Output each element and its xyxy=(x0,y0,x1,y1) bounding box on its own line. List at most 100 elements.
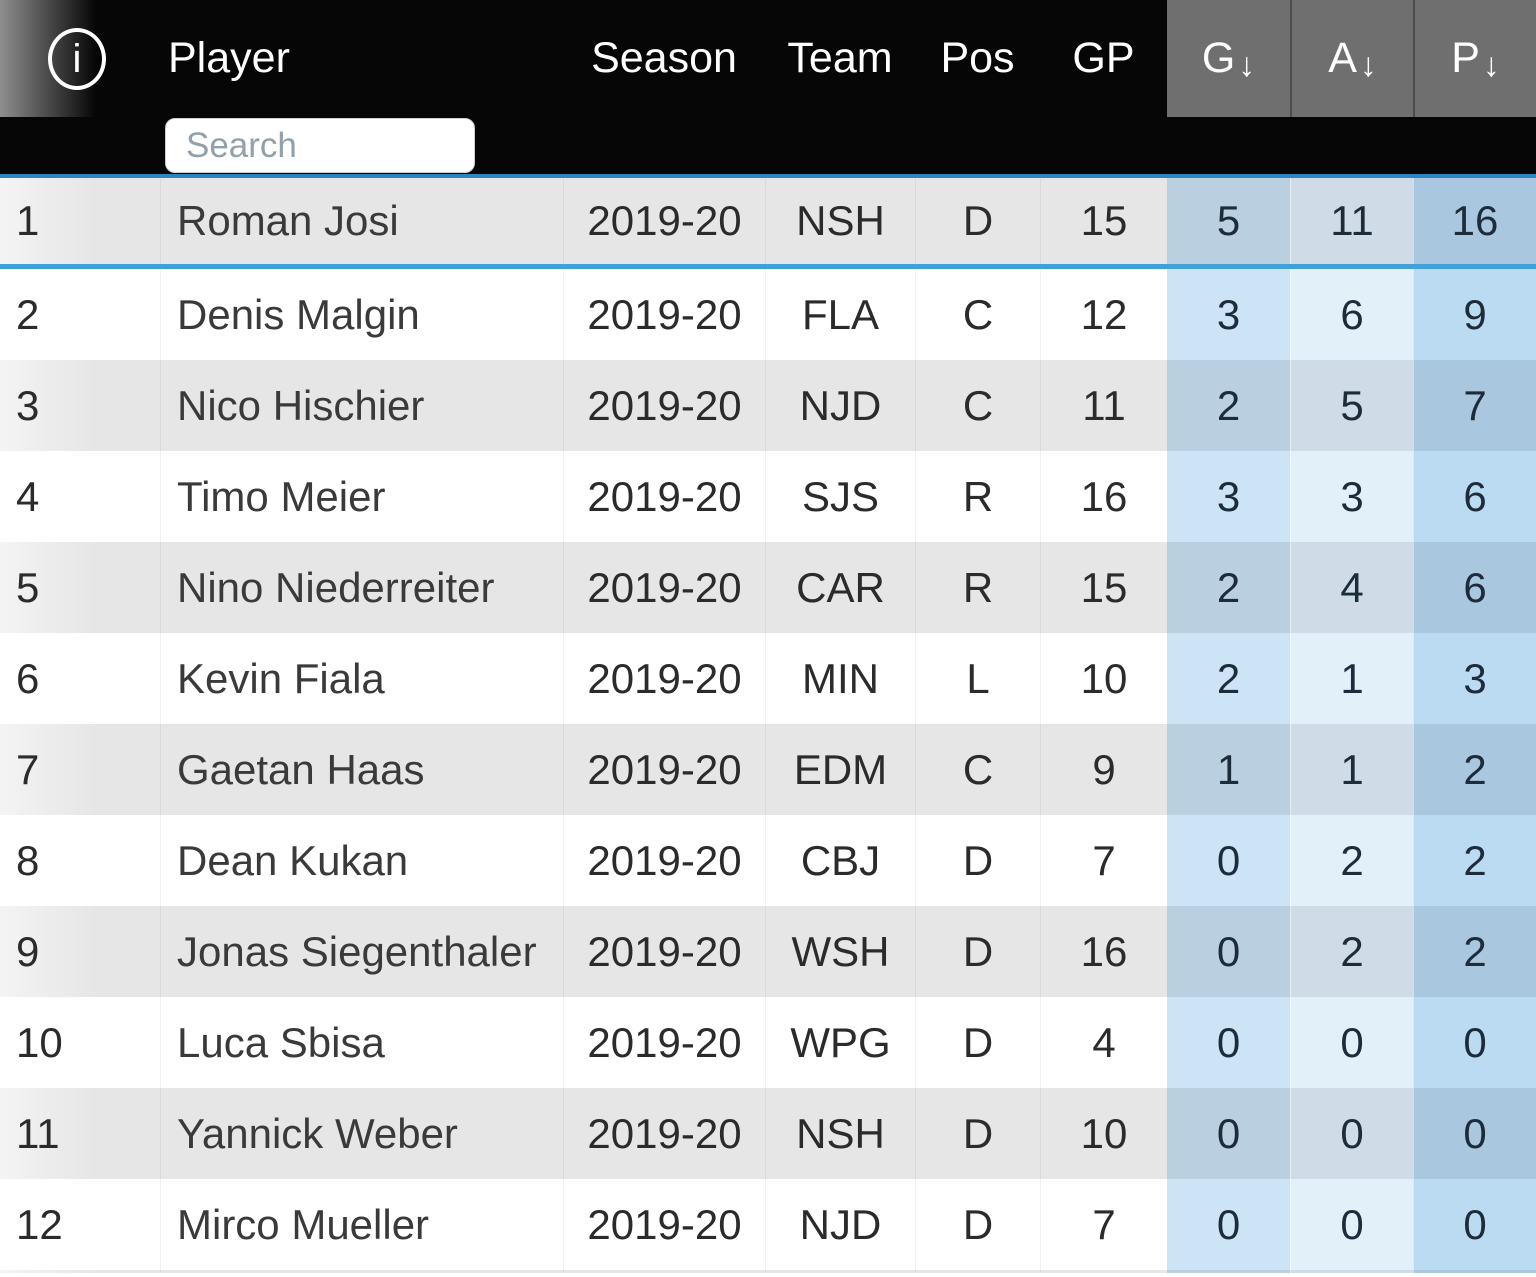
column-header-pos[interactable]: Pos xyxy=(940,34,1015,82)
season-cell: 2019-20 xyxy=(563,451,765,542)
goals-cell: 2 xyxy=(1167,542,1290,633)
goals-cell: 3 xyxy=(1167,451,1290,542)
goals-cell: 5 xyxy=(1167,178,1290,264)
assists-cell: 0 xyxy=(1290,1179,1413,1270)
pos-cell: D xyxy=(915,815,1040,906)
rank-cell: 5 xyxy=(0,542,160,633)
pos-cell: D xyxy=(915,178,1040,264)
sort-desc-icon: ↓ xyxy=(1482,47,1500,84)
team-cell: CAR xyxy=(765,542,915,633)
season-cell: 2019-20 xyxy=(563,178,765,264)
column-header-player[interactable]: Player xyxy=(168,34,290,82)
table-body: 1 Roman Josi 2019-20 NSH D 15 5 11 16 2 … xyxy=(0,178,1536,1273)
points-cell: 2 xyxy=(1413,815,1536,906)
goals-cell: 1 xyxy=(1167,724,1290,815)
column-header-goals[interactable]: G↓ xyxy=(1167,0,1290,117)
pos-cell: D xyxy=(915,997,1040,1088)
column-header-gp[interactable]: GP xyxy=(1072,34,1135,82)
points-cell: 7 xyxy=(1413,360,1536,451)
assists-cell: 2 xyxy=(1290,815,1413,906)
goals-cell: 0 xyxy=(1167,1088,1290,1179)
assists-cell: 4 xyxy=(1290,542,1413,633)
table-row[interactable]: 12 Mirco Mueller 2019-20 NJD D 7 0 0 0 xyxy=(0,1179,1536,1270)
player-cell: Gaetan Haas xyxy=(160,724,563,815)
info-button[interactable]: i xyxy=(48,28,106,90)
pos-cell: C xyxy=(915,360,1040,451)
assists-cell: 0 xyxy=(1290,1088,1413,1179)
table-row[interactable]: 9 Jonas Siegenthaler 2019-20 WSH D 16 0 … xyxy=(0,906,1536,997)
team-cell: CBJ xyxy=(765,815,915,906)
column-header-season[interactable]: Season xyxy=(591,34,737,82)
season-cell: 2019-20 xyxy=(563,542,765,633)
header-row: Player Season Team Pos GP G↓ A↓ P↓ xyxy=(0,0,1536,117)
player-cell: Mirco Mueller xyxy=(160,1179,563,1270)
table-row[interactable]: 4 Timo Meier 2019-20 SJS R 16 3 3 6 xyxy=(0,451,1536,542)
column-header-goals-label: G xyxy=(1201,34,1236,82)
pos-cell: L xyxy=(915,633,1040,724)
goals-cell: 0 xyxy=(1167,1179,1290,1270)
pos-cell: D xyxy=(915,1179,1040,1270)
team-cell: NSH xyxy=(765,178,915,264)
info-icon: i xyxy=(72,37,82,81)
goals-cell: 2 xyxy=(1167,360,1290,451)
assists-cell: 5 xyxy=(1290,360,1413,451)
table-cell xyxy=(1167,1270,1290,1273)
gp-cell: 9 xyxy=(1040,724,1167,815)
table-row[interactable]: 3 Nico Hischier 2019-20 NJD C 11 2 5 7 xyxy=(0,360,1536,451)
table-row[interactable]: 8 Dean Kukan 2019-20 CBJ D 7 0 2 2 xyxy=(0,815,1536,906)
rank-cell: 3 xyxy=(0,360,160,451)
assists-cell: 6 xyxy=(1290,269,1413,360)
column-header-team[interactable]: Team xyxy=(787,34,893,82)
goals-cell: 3 xyxy=(1167,269,1290,360)
column-header-points[interactable]: P↓ xyxy=(1413,0,1536,117)
player-search-input[interactable] xyxy=(165,118,475,173)
table-cell xyxy=(1290,1270,1413,1273)
pos-cell: R xyxy=(915,451,1040,542)
player-cell: Nino Niederreiter xyxy=(160,542,563,633)
gp-cell: 7 xyxy=(1040,815,1167,906)
pos-cell: D xyxy=(915,906,1040,997)
gp-cell: 10 xyxy=(1040,633,1167,724)
gp-cell: 10 xyxy=(1040,1088,1167,1179)
rank-cell: 2 xyxy=(0,269,160,360)
column-header-assists[interactable]: A↓ xyxy=(1290,0,1413,117)
player-cell: Timo Meier xyxy=(160,451,563,542)
goals-cell: 0 xyxy=(1167,906,1290,997)
table-cell xyxy=(1040,1270,1167,1273)
gp-cell: 11 xyxy=(1040,360,1167,451)
player-cell: Kevin Fiala xyxy=(160,633,563,724)
team-cell: NSH xyxy=(765,1088,915,1179)
table-row[interactable]: 1 Roman Josi 2019-20 NSH D 15 5 11 16 xyxy=(0,178,1536,269)
pos-cell: R xyxy=(915,542,1040,633)
table-row[interactable]: 6 Kevin Fiala 2019-20 MIN L 10 2 1 3 xyxy=(0,633,1536,724)
season-cell: 2019-20 xyxy=(563,360,765,451)
pos-cell: C xyxy=(915,269,1040,360)
points-cell: 2 xyxy=(1413,906,1536,997)
team-cell: SJS xyxy=(765,451,915,542)
rank-cell: 4 xyxy=(0,451,160,542)
player-cell: Dean Kukan xyxy=(160,815,563,906)
season-cell: 2019-20 xyxy=(563,1179,765,1270)
table-row[interactable]: 2 Denis Malgin 2019-20 FLA C 12 3 6 9 xyxy=(0,269,1536,360)
gp-cell: 16 xyxy=(1040,451,1167,542)
assists-cell: 3 xyxy=(1290,451,1413,542)
season-cell: 2019-20 xyxy=(563,1088,765,1179)
rank-cell: 7 xyxy=(0,724,160,815)
sort-desc-icon: ↓ xyxy=(1359,47,1377,84)
rank-cell: 10 xyxy=(0,997,160,1088)
points-cell: 2 xyxy=(1413,724,1536,815)
table-row[interactable]: 7 Gaetan Haas 2019-20 EDM C 9 1 1 2 xyxy=(0,724,1536,815)
table-cell xyxy=(915,1270,1040,1273)
goals-cell: 0 xyxy=(1167,997,1290,1088)
table-row[interactable]: 10 Luca Sbisa 2019-20 WPG D 4 0 0 0 xyxy=(0,997,1536,1088)
season-cell: 2019-20 xyxy=(563,269,765,360)
table-row[interactable]: 5 Nino Niederreiter 2019-20 CAR R 15 2 4… xyxy=(0,542,1536,633)
season-cell: 2019-20 xyxy=(563,997,765,1088)
table-row[interactable]: 11 Yannick Weber 2019-20 NSH D 10 0 0 0 xyxy=(0,1088,1536,1179)
team-cell: NJD xyxy=(765,1179,915,1270)
player-cell: Yannick Weber xyxy=(160,1088,563,1179)
pos-cell: C xyxy=(915,724,1040,815)
rank-cell: 11 xyxy=(0,1088,160,1179)
pos-cell: D xyxy=(915,1088,1040,1179)
